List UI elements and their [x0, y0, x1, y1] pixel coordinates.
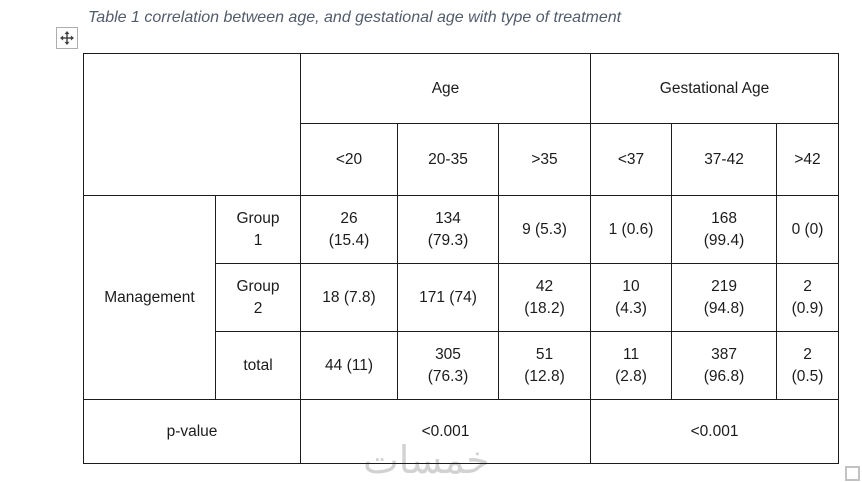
- total-label-cell[interactable]: total: [215, 331, 301, 400]
- table-move-handle[interactable]: [56, 27, 78, 49]
- data-cell[interactable]: 168 (99.4): [671, 195, 778, 264]
- gestational-age-group-header[interactable]: Gestational Age: [590, 53, 840, 124]
- subheader-ga-lt37[interactable]: <37: [590, 123, 673, 196]
- data-cell[interactable]: 9 (5.3): [497, 195, 592, 264]
- data-cell[interactable]: 0 (0): [776, 195, 840, 264]
- age-p-value-cell[interactable]: <0.001: [299, 399, 592, 464]
- table-resize-handle[interactable]: [845, 466, 860, 481]
- data-cell[interactable]: 171 (74): [397, 263, 499, 332]
- subheader-age-lt20[interactable]: <20: [300, 123, 398, 196]
- data-cell[interactable]: 2 (0.9): [776, 263, 840, 332]
- move-icon: [60, 31, 74, 45]
- data-cell[interactable]: 11 (2.8): [590, 331, 673, 400]
- table-caption[interactable]: Table 1 correlation between age, and ges…: [88, 9, 622, 26]
- corner-cell[interactable]: [83, 53, 301, 196]
- subheader-age-20-35[interactable]: 20-35: [397, 123, 499, 196]
- data-cell[interactable]: 305 (76.3): [397, 331, 499, 400]
- age-group-header[interactable]: Age: [299, 53, 592, 124]
- subheader-ga-gt42[interactable]: >42: [776, 123, 840, 196]
- data-cell[interactable]: 26 (15.4): [300, 195, 398, 264]
- correlation-table: Age Gestational Age <20 20-35 >35 <37 37…: [83, 53, 840, 464]
- group2-label-cell[interactable]: Group 2: [215, 263, 301, 332]
- subheader-age-gt35[interactable]: >35: [497, 123, 592, 196]
- data-cell[interactable]: 10 (4.3): [590, 263, 673, 332]
- data-cell[interactable]: 219 (94.8): [671, 263, 778, 332]
- data-cell[interactable]: 42 (18.2): [497, 263, 592, 332]
- data-cell[interactable]: 18 (7.8): [300, 263, 398, 332]
- data-cell[interactable]: 44 (11): [300, 331, 398, 400]
- gestational-p-value-cell[interactable]: <0.001: [590, 399, 840, 464]
- data-cell[interactable]: 134 (79.3): [397, 195, 499, 264]
- data-cell[interactable]: 1 (0.6): [590, 195, 673, 264]
- group1-label-cell[interactable]: Group 1: [215, 195, 301, 264]
- p-value-label-cell[interactable]: p-value: [83, 399, 301, 464]
- data-cell[interactable]: 51 (12.8): [497, 331, 592, 400]
- management-label-cell[interactable]: Management: [83, 195, 216, 400]
- subheader-ga-37-42[interactable]: 37-42: [671, 123, 778, 196]
- data-cell[interactable]: 387 (96.8): [671, 331, 778, 400]
- data-cell[interactable]: 2 (0.5): [776, 331, 840, 400]
